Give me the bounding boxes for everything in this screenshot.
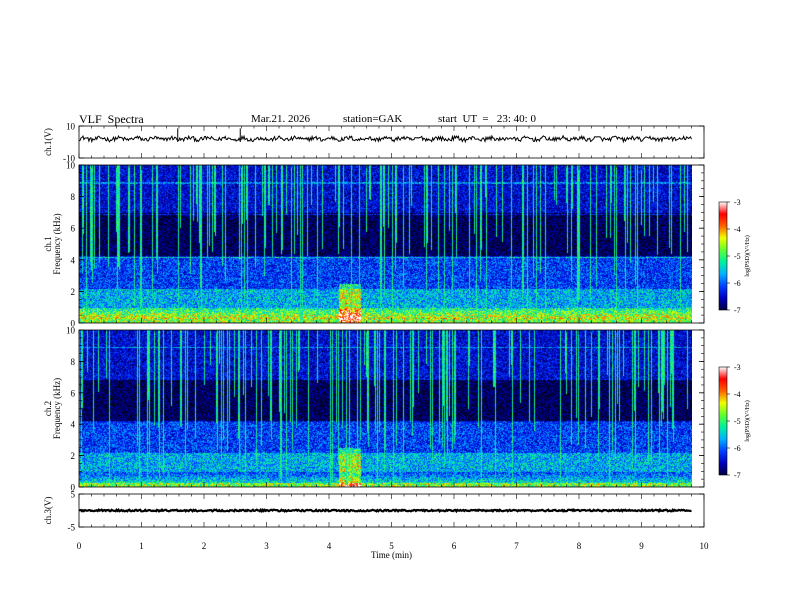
colorbar-tick-label: -4 [734,225,741,234]
y-tick-label: -10 [63,154,75,164]
y-axis-label: ch.1 [43,236,53,251]
y-tick-label: 6 [71,224,76,234]
y-tick-label: 6 [71,388,76,398]
y-tick-label: 5 [71,490,76,500]
y-tick-label: 2 [71,451,76,461]
colorbar-tick-label: -6 [734,279,741,288]
x-axis-group: 0 1 2 3 4 5 6 7 8 9 10 Time (min) [77,541,709,560]
colorbar-tick-label: -5 [734,252,741,261]
colorbar-label: log(PSD)(V²/Hz) [744,235,751,276]
colorbar-tick-label: -4 [734,390,741,399]
x-axis-label: Time (min) [371,550,412,560]
y-tick-label: 8 [71,357,76,367]
panel-ch1-waveform: 10 -10 ch.1(V) [43,122,705,164]
panel-ch1-spectrogram: 0 2 4 6 8 10 ch.1 Frequency (kHz) [43,161,705,329]
colorbar-tick-label: -5 [734,417,741,426]
colorbar-tick-label: -7 [734,306,741,315]
colorbar-gradient [718,201,728,311]
y-tick-label: -5 [68,523,76,533]
y-axis-label: Frequency (kHz) [52,378,62,439]
spectrogram-image [79,330,692,487]
y-tick-label: 10 [66,161,76,171]
x-tick-label: 9 [639,541,644,551]
x-tick-label: 3 [264,541,269,551]
start-time-label: start UT = 23: 40: 0 [438,113,536,125]
x-tick-label: 2 [202,541,207,551]
y-axis-label: Frequency (kHz) [52,213,62,274]
x-tick-label: 7 [514,541,519,551]
panel-ch3-waveform: 5 -5 ch.3(V) [43,490,705,533]
x-tick-label: 4 [327,541,332,551]
colorbar-tick-label: -3 [734,198,741,207]
y-tick-label: 10 [66,122,76,132]
y-tick-label: 8 [71,192,76,202]
x-tick-label: 8 [577,541,582,551]
x-tick-label: 10 [700,541,710,551]
x-tick-label: 5 [389,541,394,551]
y-axis-label: ch.2 [43,401,53,416]
colorbar-tick-label: -3 [734,363,741,372]
station-label: station=GAK [343,113,403,125]
y-tick-label: 0 [71,319,76,329]
plot-title: VLF Spectra [79,112,144,126]
colorbar-ch1: -3 -4 -5 -6 -7 log(PSD)(V²/Hz) [718,198,751,315]
colorbar-ch2: -3 -4 -5 -6 -7 log(PSD)(V²/Hz) [718,363,751,480]
colorbar-gradient [718,366,728,476]
colorbar-tick-label: -7 [734,471,741,480]
ch3-waveform-trace [78,507,692,514]
y-tick-label: 10 [66,326,76,336]
ch1-waveform-trace [78,134,692,144]
y-axis-label: ch.3(V) [43,497,53,525]
x-tick-label: 0 [77,541,82,551]
spectrogram-image [79,165,692,323]
x-tick-label: 6 [452,541,457,551]
y-tick-label: 2 [71,287,76,297]
colorbars-group: -3 -4 -5 -6 -7 log(PSD)(V²/Hz) -3 -4 -5 -6 -7 log(P… [718,198,751,480]
plot-date: Mar.21. 2026 [251,113,310,125]
colorbar-tick-label: -6 [734,444,741,453]
panel-ch2-spectrogram: 0 2 4 6 8 10 ch.2 Frequency (kHz) [43,326,705,493]
y-tick-label: 0 [71,483,76,493]
y-tick-label: 4 [71,255,76,265]
y-axis-label: ch.1(V) [43,128,53,156]
x-tick-label: 1 [139,541,144,551]
y-tick-label: 4 [71,420,76,430]
colorbar-label: log(PSD)(V²/Hz) [744,400,751,441]
